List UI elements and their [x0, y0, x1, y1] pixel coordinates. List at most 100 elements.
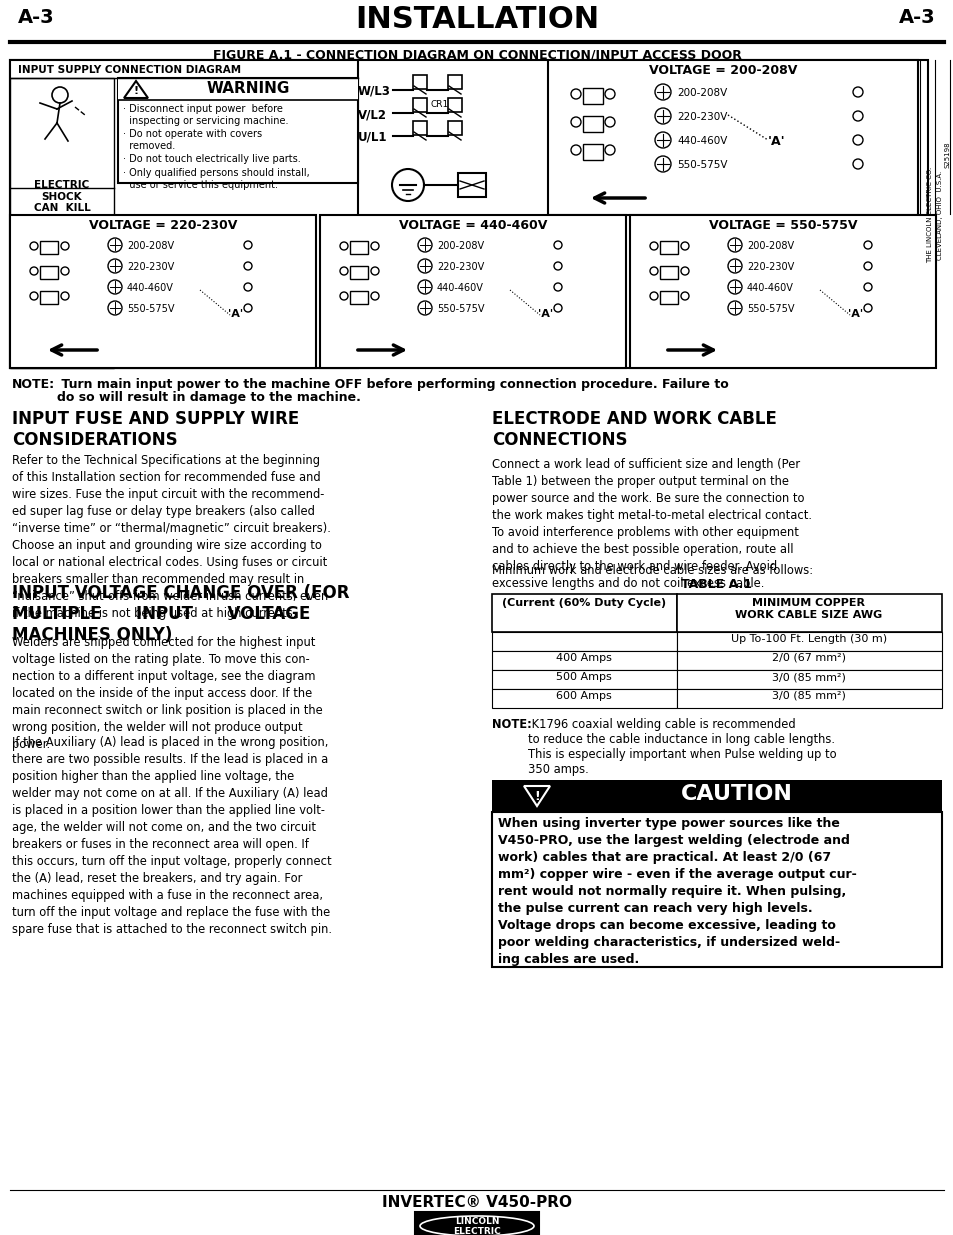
Text: 200-208V: 200-208V: [436, 241, 483, 251]
Bar: [40, 241, 58, 254]
Bar: [40, 291, 58, 304]
Bar: [448, 121, 461, 135]
Text: 550-575V: 550-575V: [436, 304, 484, 314]
Text: A-3: A-3: [899, 7, 935, 27]
Text: MINIMUM COPPER
WORK CABLE SIZE AWG: MINIMUM COPPER WORK CABLE SIZE AWG: [735, 598, 882, 620]
Bar: [415, 1212, 538, 1235]
Text: Minimum work and electrode cable sizes are as follows:: Minimum work and electrode cable sizes a…: [492, 564, 812, 577]
Bar: [118, 78, 357, 100]
Bar: [350, 266, 368, 279]
Text: Refer to the Technical Specifications at the beginning
of this Installation sect: Refer to the Technical Specifications at…: [12, 454, 331, 620]
Text: 'A': 'A': [767, 135, 785, 148]
Text: 440-460V: 440-460V: [677, 136, 726, 146]
Text: U/L1: U/L1: [357, 131, 387, 144]
Text: VOLTAGE = 220-230V: VOLTAGE = 220-230V: [89, 219, 237, 232]
Text: 440-460V: 440-460V: [746, 283, 793, 293]
Bar: [677, 594, 941, 632]
Text: K1796 coaxial welding cable is recommended
to reduce the cable inductance in lon: K1796 coaxial welding cable is recommend…: [527, 718, 836, 776]
Text: 200-208V: 200-208V: [127, 241, 174, 251]
Bar: [582, 116, 602, 132]
Text: INVERTEC® V450-PRO: INVERTEC® V450-PRO: [381, 1195, 572, 1210]
Bar: [10, 61, 357, 368]
Bar: [582, 88, 602, 104]
Bar: [492, 689, 677, 708]
Text: 200-208V: 200-208V: [746, 241, 793, 251]
Bar: [659, 291, 678, 304]
Text: INPUT SUPPLY CONNECTION DIAGRAM: INPUT SUPPLY CONNECTION DIAGRAM: [18, 65, 241, 75]
Text: !: !: [133, 86, 138, 96]
Text: 400 Amps: 400 Amps: [556, 653, 611, 663]
Bar: [448, 98, 461, 112]
Text: do so will result in damage to the machine.: do so will result in damage to the machi…: [57, 391, 360, 404]
Bar: [413, 98, 427, 112]
Text: FIGURE A.1 - CONNECTION DIAGRAM ON CONNECTION/INPUT ACCESS DOOR: FIGURE A.1 - CONNECTION DIAGRAM ON CONNE…: [213, 48, 740, 61]
Text: VOLTAGE = 440-460V: VOLTAGE = 440-460V: [398, 219, 547, 232]
Text: WARNING: WARNING: [206, 82, 290, 96]
Bar: [677, 671, 941, 689]
Text: A-3: A-3: [18, 7, 54, 27]
Bar: [677, 632, 941, 651]
Text: · Only qualified persons should install,
  use or service this equipment.: · Only qualified persons should install,…: [123, 168, 310, 190]
Text: 3/0 (85 mm²): 3/0 (85 mm²): [771, 672, 845, 682]
Text: THE LINCOLN ELECTRIC CO.: THE LINCOLN ELECTRIC CO.: [926, 167, 932, 263]
Text: 550-575V: 550-575V: [127, 304, 174, 314]
Bar: [492, 811, 941, 967]
Text: INPUT VOLTAGE CHANGE OVER (FOR
MULTIPLE      INPUT      VOLTAGE
MACHINES ONLY): INPUT VOLTAGE CHANGE OVER (FOR MULTIPLE …: [12, 584, 349, 643]
Bar: [10, 215, 315, 368]
Text: Up To-100 Ft. Length (30 m): Up To-100 Ft. Length (30 m): [730, 634, 886, 643]
Bar: [629, 215, 935, 368]
Text: INSTALLATION: INSTALLATION: [355, 5, 598, 35]
Text: !: !: [534, 790, 539, 803]
Text: CR1: CR1: [431, 100, 449, 109]
Text: 'A': 'A': [537, 309, 553, 319]
Polygon shape: [523, 785, 550, 806]
Text: 200-208V: 200-208V: [677, 88, 726, 98]
Bar: [448, 75, 461, 89]
Bar: [677, 689, 941, 708]
Text: NOTE:: NOTE:: [492, 718, 531, 731]
Text: 440-460V: 440-460V: [127, 283, 173, 293]
Text: · Disconnect input power  before
  inspecting or servicing machine.: · Disconnect input power before inspecti…: [123, 104, 288, 126]
Bar: [118, 78, 357, 183]
Bar: [319, 215, 625, 368]
Text: 3/0 (85 mm²): 3/0 (85 mm²): [771, 692, 845, 701]
Text: Turn main input power to the machine OFF before performing connection procedure.: Turn main input power to the machine OFF…: [57, 378, 728, 391]
Text: W/L3: W/L3: [357, 85, 391, 98]
Text: 2/0 (67 mm²): 2/0 (67 mm²): [771, 653, 845, 663]
Text: 440-460V: 440-460V: [436, 283, 483, 293]
Bar: [350, 241, 368, 254]
Text: CLEVELAND, OHIO  U.S.A.: CLEVELAND, OHIO U.S.A.: [936, 170, 942, 259]
Text: If the Auxiliary (A) lead is placed in the wrong position,
there are two possibl: If the Auxiliary (A) lead is placed in t…: [12, 736, 332, 936]
Bar: [659, 266, 678, 279]
Bar: [492, 594, 677, 632]
Bar: [547, 61, 917, 215]
Text: S25198: S25198: [944, 142, 950, 168]
Text: Welders are shipped connected for the highest input
voltage listed on the rating: Welders are shipped connected for the hi…: [12, 636, 322, 751]
Bar: [677, 651, 941, 671]
Bar: [492, 781, 941, 811]
Text: (Current (60% Duty Cycle): (Current (60% Duty Cycle): [501, 598, 665, 608]
Text: V/L2: V/L2: [357, 107, 387, 121]
Text: NOTE:: NOTE:: [12, 378, 55, 391]
Text: 600 Amps: 600 Amps: [556, 692, 611, 701]
Text: INPUT FUSE AND SUPPLY WIRE
CONSIDERATIONS: INPUT FUSE AND SUPPLY WIRE CONSIDERATION…: [12, 410, 299, 448]
Text: CAUTION: CAUTION: [680, 784, 792, 804]
Text: 220-230V: 220-230V: [127, 262, 174, 272]
Bar: [40, 266, 58, 279]
Bar: [659, 241, 678, 254]
Text: ELECTRIC
SHOCK
CAN  KILL: ELECTRIC SHOCK CAN KILL: [33, 180, 91, 214]
Text: · Do not touch electrically live parts.: · Do not touch electrically live parts.: [123, 154, 300, 164]
Bar: [457, 173, 485, 198]
Bar: [10, 78, 113, 368]
Text: 220-230V: 220-230V: [436, 262, 484, 272]
Text: 550-575V: 550-575V: [746, 304, 794, 314]
Bar: [413, 75, 427, 89]
Bar: [492, 632, 677, 651]
Bar: [582, 144, 602, 161]
Text: ELECTRODE AND WORK CABLE
CONNECTIONS: ELECTRODE AND WORK CABLE CONNECTIONS: [492, 410, 776, 448]
Text: Connect a work lead of sufficient size and length (Per
Table 1) between the prop: Connect a work lead of sufficient size a…: [492, 458, 811, 590]
Text: LINCOLN: LINCOLN: [455, 1216, 498, 1226]
Text: 550-575V: 550-575V: [677, 161, 727, 170]
Text: 500 Amps: 500 Amps: [556, 672, 611, 682]
Bar: [492, 651, 677, 671]
